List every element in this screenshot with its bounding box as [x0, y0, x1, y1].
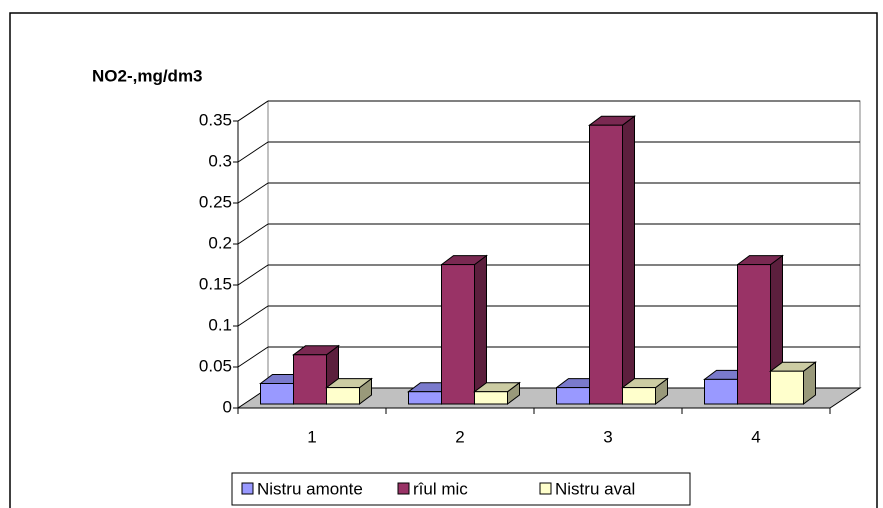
- legend-swatch: [397, 482, 410, 495]
- bar: [441, 264, 475, 405]
- x-tick-label: 2: [455, 427, 464, 446]
- grid-line: [237, 182, 269, 204]
- legend-label: Nistru aval: [555, 479, 635, 498]
- y-tick-label: 0.15: [199, 274, 232, 293]
- side-wall: [237, 100, 269, 409]
- bar: [556, 387, 590, 405]
- bar-side: [622, 115, 635, 405]
- y-tick-label: 0.2: [208, 233, 232, 252]
- legend-label: Nistru amonte: [257, 479, 363, 498]
- grid-line: [237, 305, 269, 327]
- y-tick-label: 0: [223, 397, 232, 416]
- grid-line: [237, 100, 269, 122]
- x-tick-label: 4: [751, 427, 760, 446]
- bar: [622, 387, 656, 405]
- bar: [770, 370, 804, 405]
- bar: [704, 378, 738, 405]
- bar-side: [474, 254, 487, 405]
- bar: [326, 387, 360, 405]
- y-tick-label: 0.1: [208, 315, 232, 334]
- y-tick-label: 0.3: [208, 151, 232, 170]
- grid-line: [237, 141, 269, 163]
- y-tick-label: 0.05: [199, 356, 232, 375]
- grid-line: [237, 264, 269, 286]
- bar: [589, 124, 623, 405]
- bar: [260, 383, 294, 405]
- legend-swatch: [241, 482, 254, 495]
- grid-line: [237, 346, 269, 368]
- y-tick-label: 0.25: [199, 192, 232, 211]
- x-tick-label: 3: [603, 427, 612, 446]
- legend-label: rîul mic: [413, 479, 468, 498]
- y-axis-label: NO2-,mg/dm3: [92, 66, 203, 85]
- grid-line: [237, 223, 269, 245]
- bar: [474, 391, 508, 405]
- bar: [293, 354, 327, 405]
- legend-swatch: [539, 482, 552, 495]
- legend-box: [231, 472, 691, 506]
- y-tick-label: 0.35: [199, 110, 232, 129]
- bar: [737, 264, 771, 405]
- bar: [408, 391, 442, 405]
- x-tick-label: 1: [307, 427, 316, 446]
